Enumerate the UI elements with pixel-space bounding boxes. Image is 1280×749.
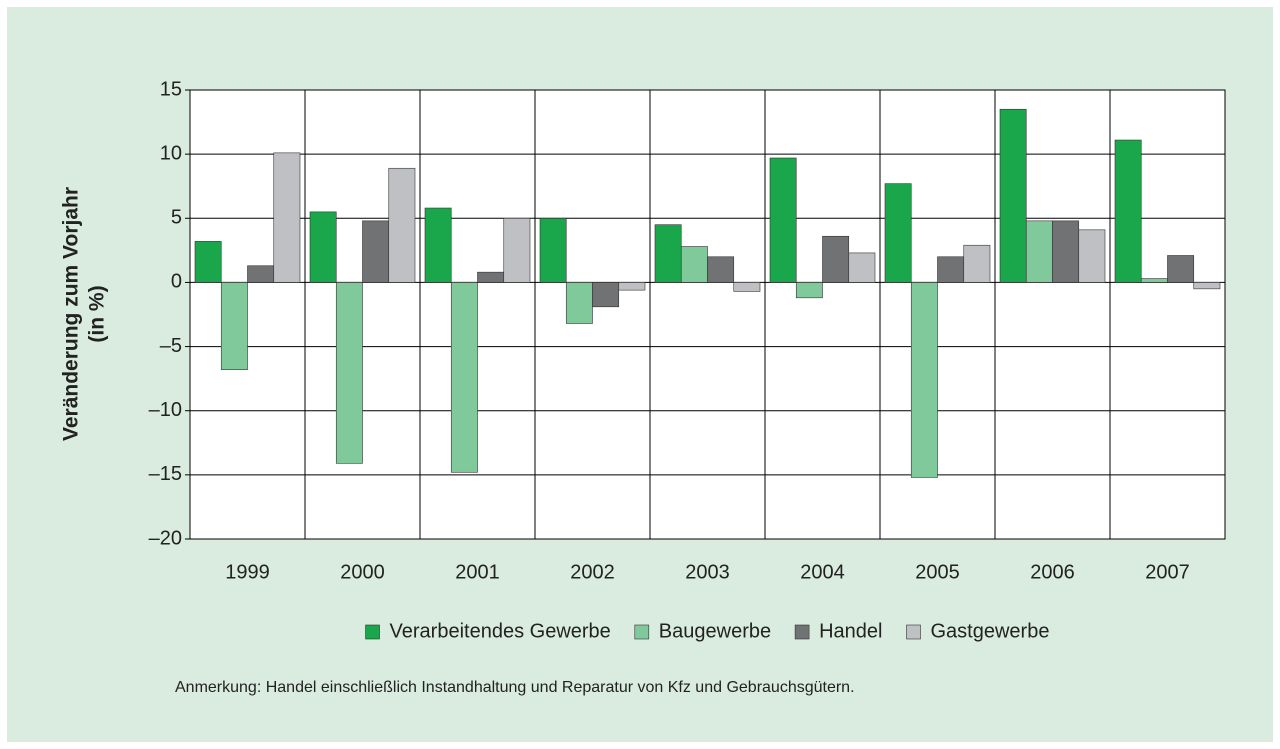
y-tick-label: 10 [160, 142, 182, 164]
bar [592, 282, 620, 308]
bar [362, 220, 390, 283]
y-tick-label: 5 [171, 207, 182, 229]
bar [795, 282, 823, 299]
bar [220, 282, 248, 370]
y-tick-label: –20 [149, 527, 182, 549]
legend: Verarbeitendes Gewerbe Baugewerbe Handel Ga… [365, 620, 1049, 642]
y-tick-label: –5 [160, 335, 182, 357]
legend-label: Baugewerbe [659, 620, 771, 642]
bar [1140, 278, 1168, 283]
bar [1114, 139, 1142, 283]
bar [680, 246, 708, 283]
legend-swatch [906, 624, 921, 640]
bar [654, 224, 682, 283]
bar [910, 282, 938, 478]
bar [707, 256, 735, 283]
y-axis-label: Veränderung zum Vorjahr [60, 187, 83, 441]
bar [618, 282, 646, 291]
bar [503, 217, 531, 283]
bar [388, 167, 416, 283]
bar [477, 271, 505, 283]
bar [565, 282, 593, 324]
bar [450, 282, 478, 473]
x-tick-label: 2001 [455, 561, 500, 583]
y-tick-label: –10 [149, 399, 182, 421]
bar [273, 152, 301, 283]
bar [848, 252, 876, 283]
bar [1167, 255, 1195, 283]
bar [937, 256, 965, 283]
x-tick-label: 2004 [800, 561, 845, 583]
x-tick-label: 2006 [1030, 561, 1075, 583]
y-axis-label: (in %) [86, 285, 109, 342]
bar [999, 108, 1027, 283]
legend-swatch [794, 624, 810, 640]
legend-swatch [634, 624, 650, 640]
bar [539, 217, 567, 283]
x-tick-label: 2000 [340, 561, 385, 583]
bar [822, 235, 850, 283]
legend-label: Handel [819, 620, 882, 642]
bar [884, 183, 912, 283]
x-tick-label: 2005 [915, 561, 960, 583]
x-tick-label: 2007 [1145, 561, 1190, 583]
note: Anmerkung: Handel einschließlich Instand… [175, 679, 855, 696]
bar [1052, 220, 1080, 283]
bar [963, 244, 991, 283]
bar [1025, 220, 1053, 283]
plot-border [189, 89, 1226, 540]
legend-label: Verarbeitendes Gewerbe [390, 620, 611, 642]
y-tick-label: 0 [171, 271, 182, 293]
legend-swatch [365, 624, 380, 640]
bar [733, 282, 761, 292]
x-tick-label: 1999 [225, 561, 270, 583]
bar [309, 211, 337, 283]
bar [424, 207, 452, 283]
bar [247, 265, 275, 283]
legend-label: Gastgewerbe [930, 620, 1049, 642]
y-tick-label: –15 [149, 463, 182, 485]
bar [1078, 229, 1106, 283]
bar [335, 282, 363, 464]
bar [194, 241, 222, 283]
y-tick-label: 15 [160, 78, 182, 100]
bar [769, 157, 797, 283]
x-tick-label: 2003 [685, 561, 730, 583]
x-tick-label: 2002 [570, 561, 615, 583]
bar [1193, 282, 1221, 290]
